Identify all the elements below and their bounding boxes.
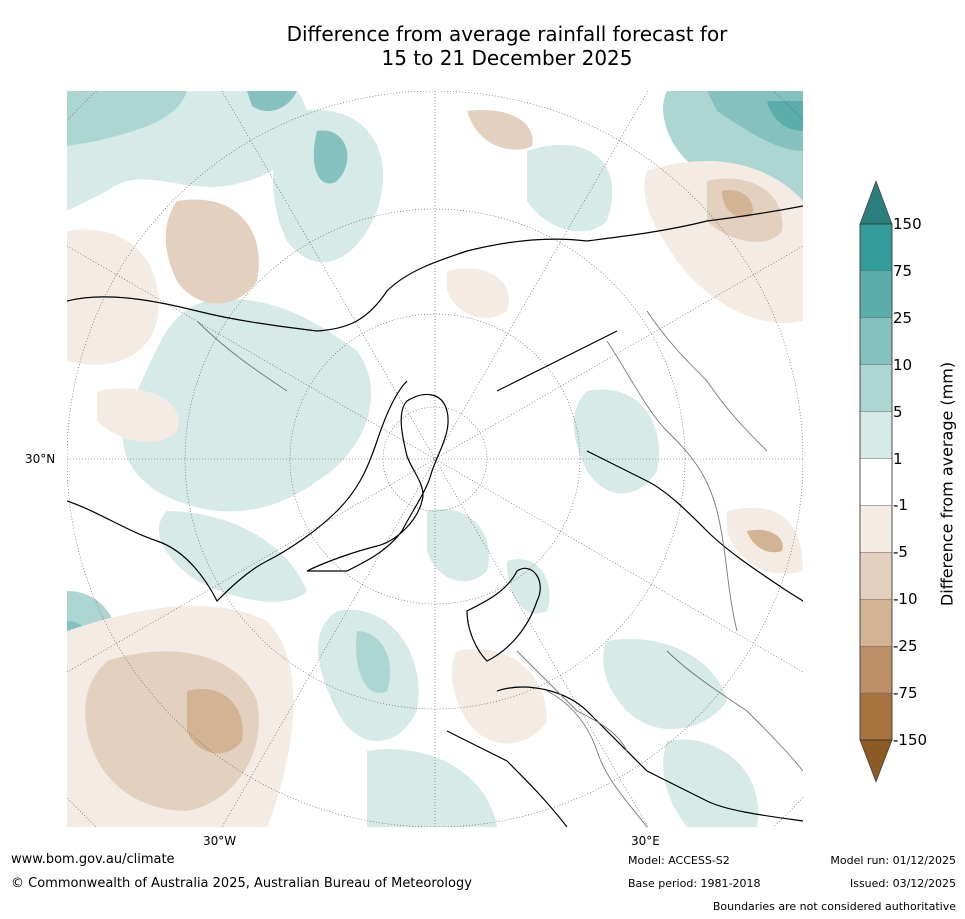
- title-line-1: Difference from average rainfall forecas…: [286, 22, 728, 46]
- boundaries-disclaimer: Boundaries are not considered authoritat…: [712, 900, 956, 913]
- colorbar-tick-label: 75: [893, 261, 913, 280]
- rainfall-anomaly-map: [67, 91, 803, 827]
- colorbar-tick-label: 25: [893, 308, 913, 327]
- colorbar-frame: [859, 223, 893, 741]
- country-borders: [196, 310, 803, 827]
- colorbar-segment: [859, 270, 893, 319]
- colorbar-segment: [859, 552, 893, 600]
- colorbar-segment: [859, 223, 893, 272]
- colorbar-tick-label: 1: [893, 449, 903, 468]
- colorbar-tick-label: 10: [893, 355, 913, 374]
- colorbar: [859, 180, 893, 783]
- colorbar-title: Difference from average (mm): [937, 361, 957, 607]
- chart-title: Difference from average rainfall forecas…: [0, 22, 965, 70]
- colorbar-tick-label: -75: [893, 684, 918, 703]
- longitude-label-30e: 30°E: [631, 834, 660, 848]
- colorbar-segment: [859, 458, 893, 506]
- base-period: Base period: 1981-2018: [628, 877, 761, 890]
- colorbar-segment: [859, 599, 893, 647]
- colorbar-tick-label: -5: [893, 543, 908, 562]
- website-link[interactable]: www.bom.gov.au/climate: [11, 852, 175, 867]
- latitude-label-30n: 30°N: [25, 452, 56, 466]
- colorbar-tick-label: -10: [893, 590, 918, 609]
- anomaly-fills: [67, 91, 803, 827]
- colorbar-segment: [859, 645, 893, 694]
- colorbar-segment: [859, 411, 893, 459]
- graticule: [67, 91, 803, 827]
- model-name: Model: ACCESS-S2: [628, 854, 730, 867]
- colorbar-tick-label: 5: [893, 402, 903, 421]
- colorbar-segment: [859, 692, 893, 741]
- colorbar-extend-bottom: [859, 739, 893, 783]
- colorbar-tick-label: -1: [893, 496, 908, 515]
- colorbar-extend-top: [859, 180, 893, 225]
- colorbar-segment: [859, 317, 893, 365]
- colorbar-tick-label: -150: [893, 731, 928, 749]
- colorbar-segment: [859, 505, 893, 553]
- colorbar-tick-label: 150: [893, 215, 922, 233]
- title-line-2: 15 to 21 December 2025: [381, 46, 633, 70]
- model-run-date: Model run: 01/12/2025: [830, 854, 956, 867]
- longitude-label-30w: 30°W: [203, 834, 237, 848]
- coastlines: [67, 205, 803, 827]
- issued-date: Issued: 03/12/2025: [849, 877, 956, 890]
- map-canvas: [67, 91, 803, 827]
- colorbar-tick-label: -25: [893, 637, 918, 656]
- copyright-notice: © Commonwealth of Australia 2025, Austra…: [11, 876, 472, 891]
- colorbar-segments: [859, 223, 893, 741]
- colorbar-segment: [859, 364, 893, 412]
